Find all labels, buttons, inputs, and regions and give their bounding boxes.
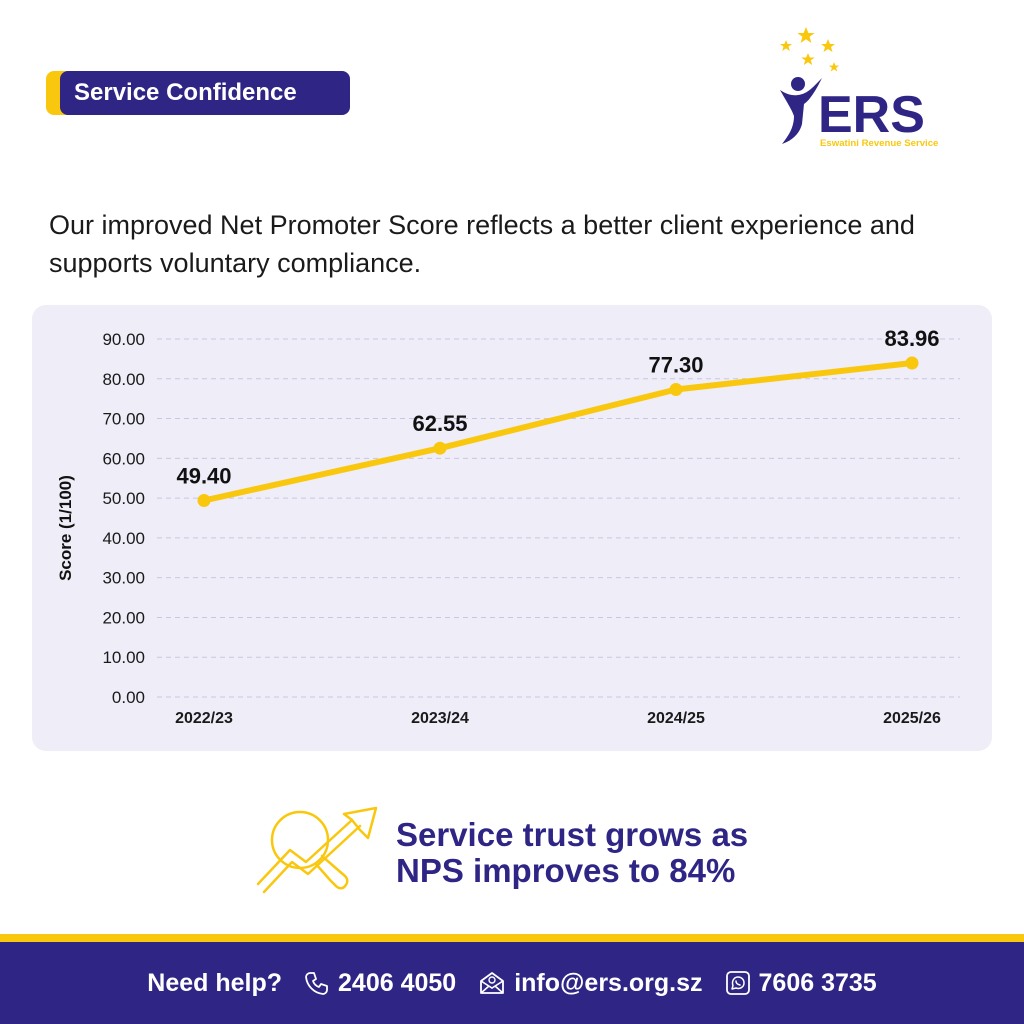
email-icon [480, 972, 505, 994]
y-tick-label: 0.00 [112, 688, 145, 707]
help-label: Need help? [147, 968, 283, 997]
y-tick-label: 80.00 [102, 370, 145, 389]
section-badge: Service Confidence [46, 71, 350, 115]
x-tick-label: 2023/24 [411, 710, 469, 727]
footer-accent-stripe [0, 934, 1024, 942]
data-point [905, 356, 919, 370]
data-label: 83.96 [884, 326, 939, 351]
y-tick-label: 70.00 [102, 410, 145, 429]
logo-subtitle: Eswatini Revenue Service [820, 138, 938, 149]
x-axis-ticks: 2022/23 2023/24 2024/25 2025/26 [175, 710, 941, 727]
chart-panel: 0.00 10.00 20.00 30.00 40.00 50.00 60.00 70.00 8… [32, 305, 992, 751]
phone-contact[interactable]: 2406 4050 [304, 969, 456, 998]
data-label: 62.55 [412, 411, 467, 436]
logo-wordmark: ERS [818, 86, 925, 144]
footer-bar: Need help? 2406 4050 info@ers.org.sz 760… [0, 942, 1024, 1024]
whatsapp-icon [725, 971, 750, 995]
data-label: 49.40 [176, 463, 231, 488]
logo-stars-icon [780, 27, 840, 72]
phone-number: 2406 4050 [338, 968, 457, 997]
data-points [197, 356, 919, 507]
data-point [433, 441, 447, 455]
data-label: 77.30 [648, 353, 703, 378]
y-tick-label: 90.00 [102, 330, 145, 349]
ers-logo: ERS Eswatini Revenue Service [780, 27, 938, 149]
email-contact[interactable]: info@ers.org.sz [478, 968, 703, 998]
y-tick-label: 30.00 [102, 569, 145, 588]
x-tick-label: 2022/23 [175, 710, 233, 727]
data-labels: 49.40 62.55 77.30 83.96 [176, 326, 939, 488]
y-tick-label: 20.00 [102, 608, 145, 627]
email-address: info@ers.org.sz [514, 968, 703, 997]
nps-line-chart: 0.00 10.00 20.00 30.00 40.00 50.00 60.00 70.00 8… [56, 326, 960, 727]
whatsapp-number: 7606 3735 [758, 968, 877, 997]
badge-label: Service Confidence [60, 71, 350, 115]
whatsapp-contact[interactable]: 7606 3735 [725, 969, 877, 998]
data-point [669, 383, 683, 397]
series-line [201, 360, 915, 504]
x-tick-label: 2025/26 [883, 710, 941, 727]
intro-text: Our improved Net Promoter Score reflects… [49, 210, 915, 278]
phone-icon [305, 972, 328, 995]
y-axis-label: Score (1/100) [56, 475, 75, 581]
y-tick-label: 10.00 [102, 648, 145, 667]
chart-gridlines [157, 338, 960, 698]
data-point [197, 493, 211, 507]
y-tick-label: 50.00 [102, 489, 145, 508]
growth-chart-magnifier-icon [256, 806, 378, 894]
y-tick-label: 40.00 [102, 529, 145, 548]
y-tick-label: 60.00 [102, 449, 145, 468]
callout-text: Service trust grows as NPS improves to 8… [396, 816, 749, 889]
logo-person-icon [780, 77, 822, 144]
x-tick-label: 2024/25 [647, 710, 705, 727]
y-axis-ticks: 0.00 10.00 20.00 30.00 40.00 50.00 60.00 70.00 8… [102, 330, 145, 707]
